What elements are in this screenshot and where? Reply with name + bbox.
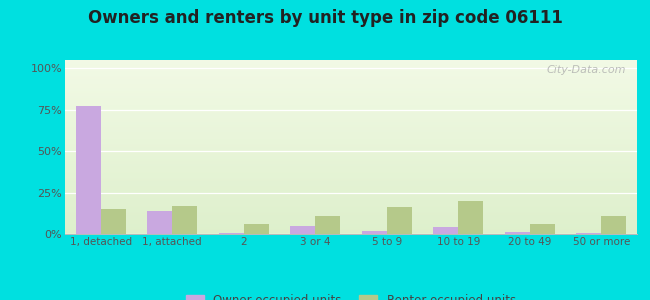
Bar [458,201,483,234]
Text: City-Data.com: City-Data.com [546,65,625,75]
Bar [244,224,269,234]
Bar [505,232,530,234]
Bar [315,216,341,234]
Bar [433,227,458,234]
Bar [361,231,387,234]
Bar [601,216,626,234]
Bar [577,233,601,234]
Text: Owners and renters by unit type in zip code 06111: Owners and renters by unit type in zip c… [88,9,562,27]
Bar [147,211,172,234]
Bar [530,224,554,234]
Bar [101,209,126,234]
Bar [172,206,198,234]
Bar [75,106,101,234]
Bar [290,226,315,234]
Bar [387,208,412,234]
Bar [218,233,244,234]
Legend: Owner occupied units, Renter occupied units: Owner occupied units, Renter occupied un… [181,289,521,300]
